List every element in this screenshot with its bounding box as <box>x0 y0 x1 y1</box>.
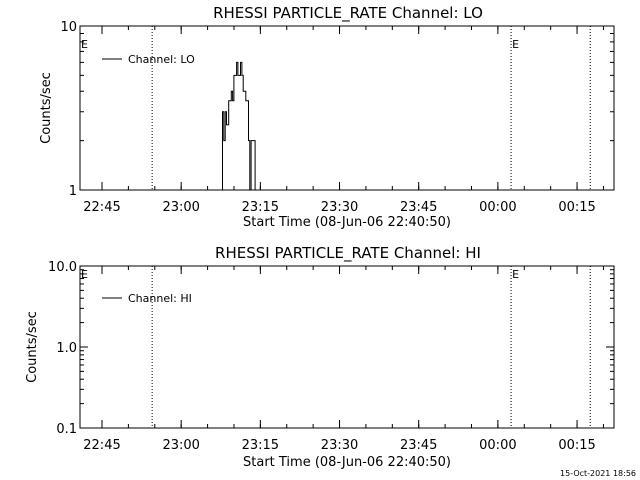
hi-y-axis-label: Counts/sec <box>25 311 40 383</box>
lo-x-tick-label: 00:00 <box>479 200 516 215</box>
lo-y-tick-label: 1 <box>69 184 77 199</box>
hi-x-tick-label: 00:15 <box>558 438 595 453</box>
generation-timestamp: 15-Oct-2021 18:56 <box>560 469 636 478</box>
lo-x-tick-label: 23:15 <box>242 200 279 215</box>
hi-x-tick-label: 22:45 <box>83 438 120 453</box>
lo-x-tick-label: 00:15 <box>558 200 595 215</box>
hi-x-tick-label: 00:00 <box>479 438 516 453</box>
hi-x-tick-label: 23:30 <box>321 438 358 453</box>
lo-legend: Channel: LO <box>102 53 195 66</box>
lo-x-tick-label: 23:00 <box>162 200 199 215</box>
lo-channel-panel: RHESSI PARTICLE_RATE Channel: LO Counts/… <box>39 4 615 230</box>
hi-left-marker: E <box>81 268 88 281</box>
hi-x-tick-label: 23:45 <box>400 438 437 453</box>
lo-left-marker: E <box>81 38 88 51</box>
hi-legend: Channel: HI <box>102 292 192 305</box>
lo-plot-frame <box>79 25 615 191</box>
hi-x-tick-label: 23:15 <box>242 438 279 453</box>
hi-plot-frame <box>79 265 615 429</box>
hi-y-tick-label: 1.0 <box>56 341 77 356</box>
lo-legend-label: Channel: LO <box>128 53 195 66</box>
lo-y-tick-label: 10 <box>60 20 77 35</box>
lo-chart-title: RHESSI PARTICLE_RATE Channel: LO <box>213 4 483 23</box>
lo-x-tick-label: 23:30 <box>321 200 358 215</box>
lo-x-tick-label: 22:45 <box>83 200 120 215</box>
hi-event-label: E <box>512 268 519 281</box>
hi-x-axis-label: Start Time (08-Jun-06 22:40:50) <box>243 455 451 470</box>
hi-chart-title: RHESSI PARTICLE_RATE Channel: HI <box>215 244 481 263</box>
lo-series-line <box>221 61 256 191</box>
lo-y-axis-label: Counts/sec <box>39 72 54 144</box>
hi-y-tick-label: 10.0 <box>48 260 77 275</box>
hi-y-tick-label: 0.1 <box>56 422 77 437</box>
lo-x-axis-label: Start Time (08-Jun-06 22:40:50) <box>243 215 451 230</box>
lo-event-label: E <box>512 38 519 51</box>
hi-x-tick-label: 23:00 <box>162 438 199 453</box>
hi-channel-panel: RHESSI PARTICLE_RATE Channel: HI Counts/… <box>25 244 615 470</box>
lo-x-tick-label: 23:45 <box>400 200 437 215</box>
hi-legend-label: Channel: HI <box>128 292 192 305</box>
